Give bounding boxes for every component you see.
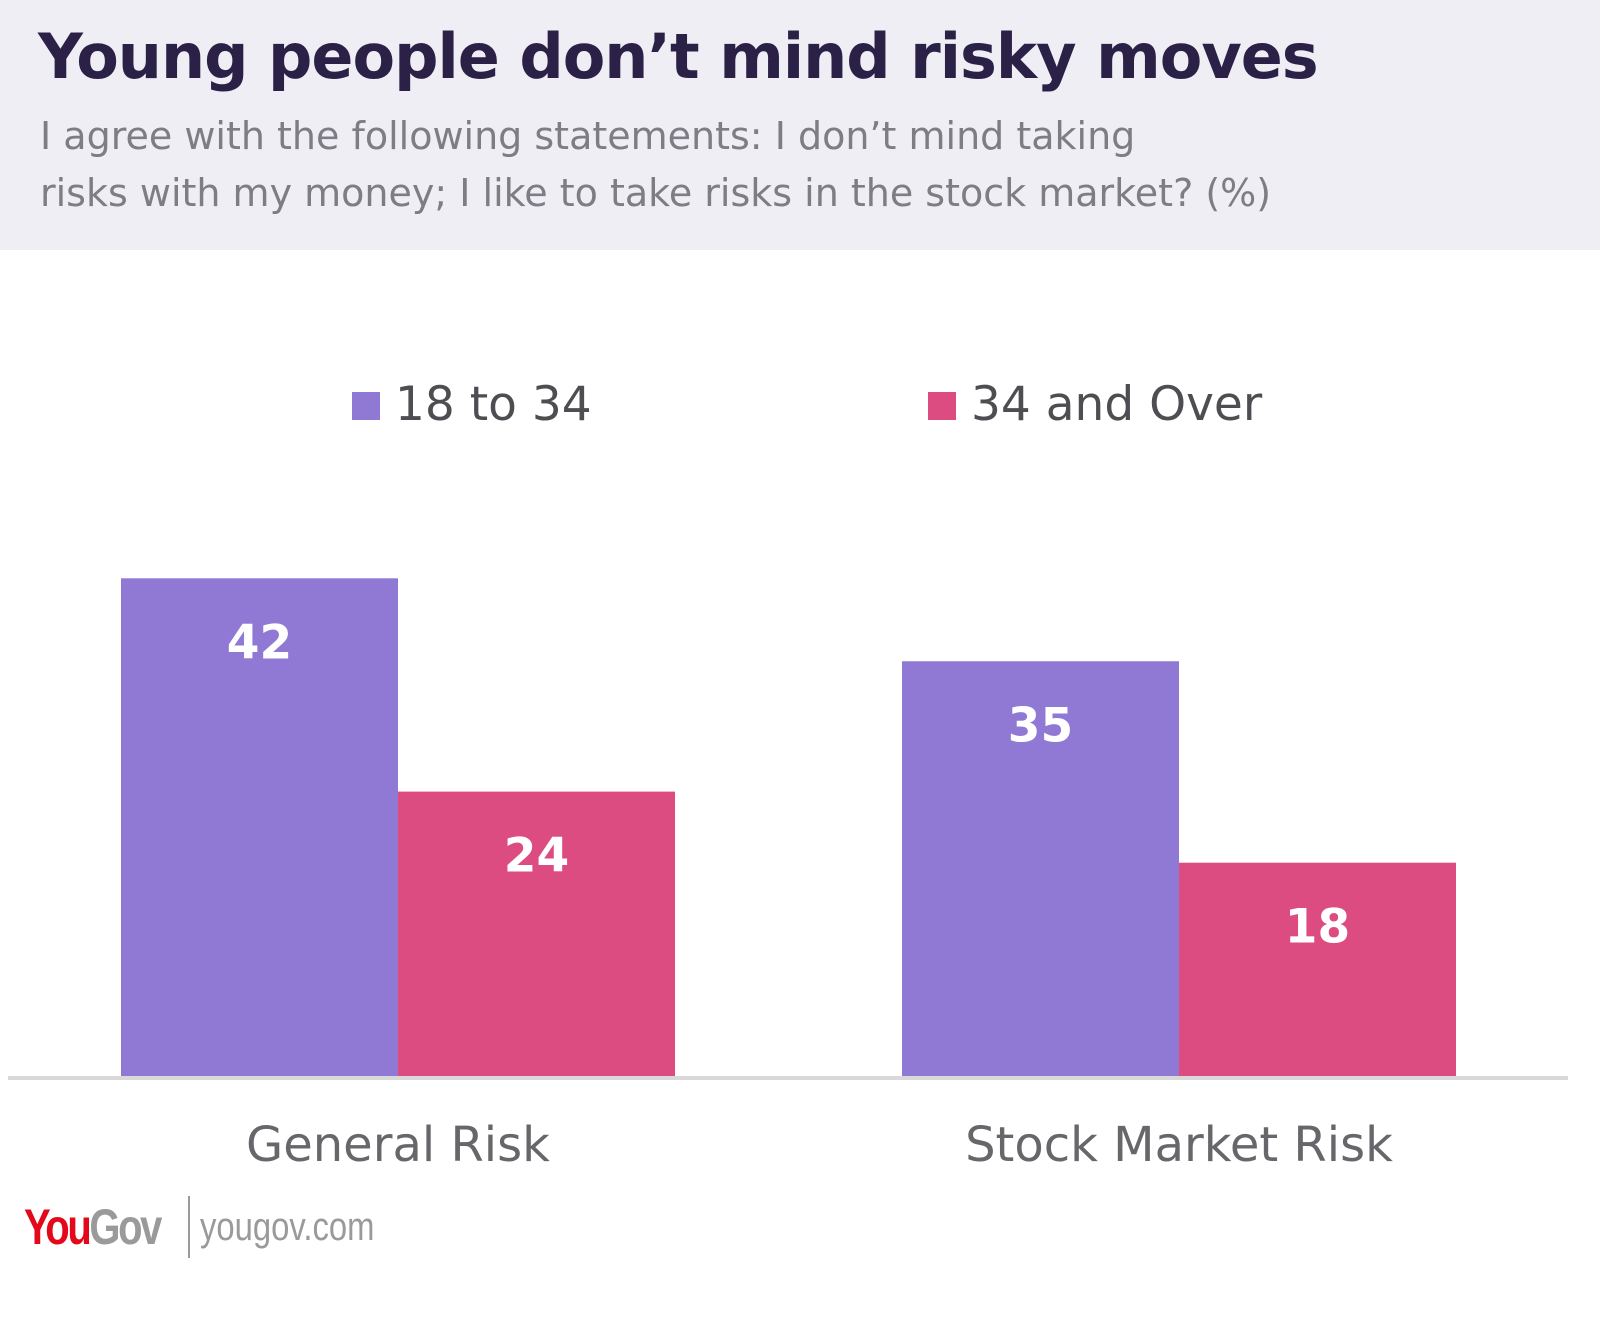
footer-divider: [187, 1196, 190, 1258]
legend: 18 to 34 34 and Over: [352, 377, 1263, 432]
chart-subtitle: I agree with the following statements: I…: [40, 108, 1440, 222]
logo-gov: Gov: [89, 1199, 162, 1255]
subtitle-line-1: I agree with the following statements: I…: [40, 114, 1136, 158]
logo-you: You: [24, 1199, 92, 1255]
bar-general-risk-18-to-34: [121, 578, 398, 1076]
bar-chart: 18 to 34 34 and Over 42 24 35 18 General Ris…: [8, 377, 1568, 1173]
bar-stock-market-risk-34-and-over: [1179, 862, 1456, 1076]
value-label-general-risk-18-to-34: 42: [227, 615, 292, 670]
value-label-stock-market-risk-34-and-over: 18: [1285, 900, 1350, 955]
chart-title: Young people don’t mind risky moves: [38, 20, 1319, 93]
bar-stock-market-risk-18-to-34: [902, 661, 1179, 1076]
category-label-group: General Risk Stock Market Risk: [246, 1117, 1393, 1173]
legend-label-34-and-over: 34 and Over: [971, 377, 1263, 432]
footer: YouGov yougov.com: [24, 1196, 413, 1258]
header-panel: Young people don’t mind risky moves I ag…: [0, 0, 1600, 250]
site-url: yougov.com: [199, 1204, 375, 1249]
category-label-general-risk: General Risk: [246, 1117, 550, 1173]
yougov-logo: YouGov: [24, 1199, 162, 1255]
subtitle-line-2: risks with my money; I like to take risk…: [40, 171, 1272, 215]
legend-label-18-to-34: 18 to 34: [395, 377, 592, 432]
bar-general-risk-34-and-over: [398, 791, 675, 1076]
category-label-stock-market-risk: Stock Market Risk: [965, 1117, 1393, 1173]
data-label-group: 42 24 35 18: [227, 615, 1350, 954]
legend-swatch-18-to-34: [352, 392, 380, 420]
bar-group: [121, 578, 1456, 1076]
value-label-stock-market-risk-18-to-34: 35: [1008, 698, 1073, 753]
legend-swatch-34-and-over: [928, 392, 956, 420]
value-label-general-risk-34-and-over: 24: [504, 829, 569, 884]
